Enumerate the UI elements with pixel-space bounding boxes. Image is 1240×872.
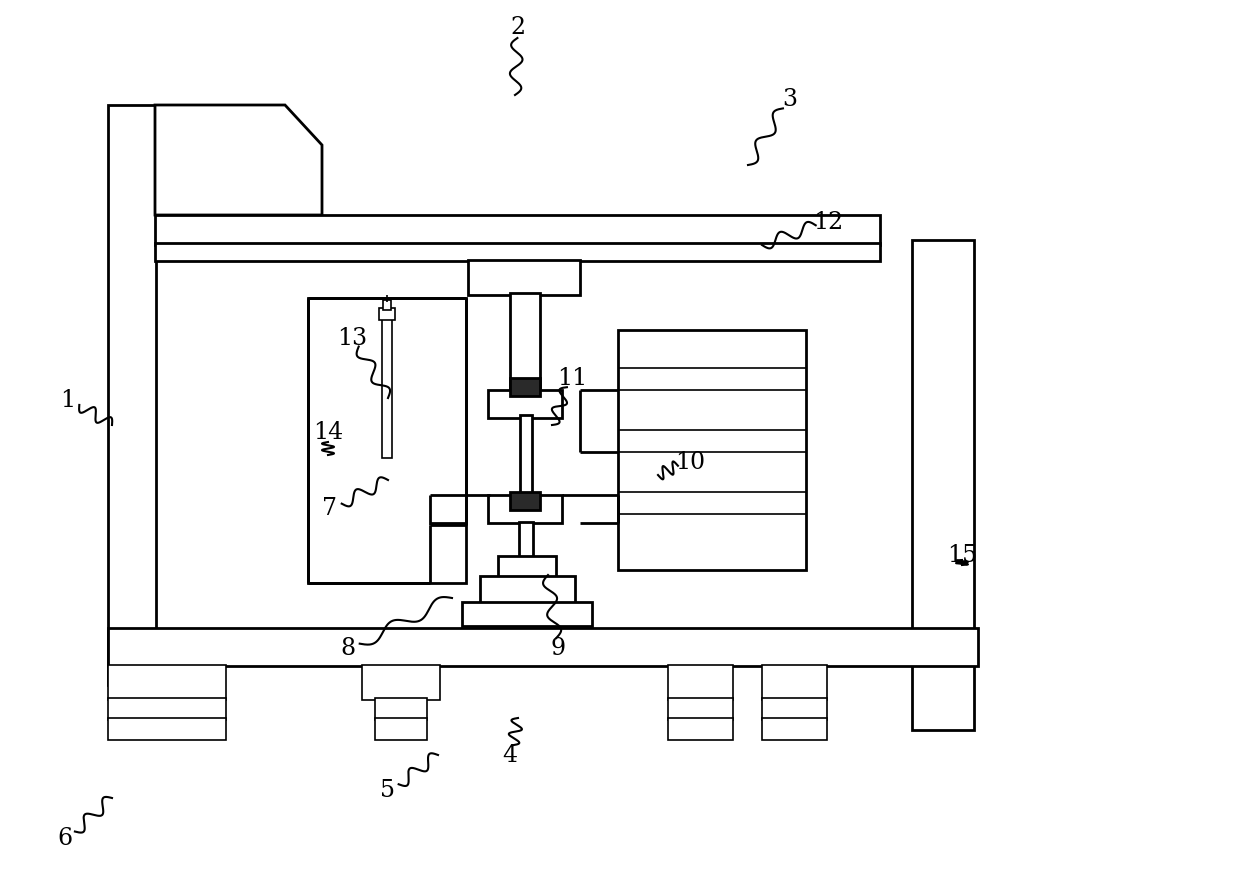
Bar (374, 718, 427, 740)
Text: 10: 10 (675, 451, 706, 473)
Bar (618, 330, 806, 570)
Bar (520, 415, 532, 497)
Text: 1: 1 (61, 389, 76, 412)
Bar (668, 718, 733, 740)
Text: 2: 2 (511, 17, 526, 39)
Bar (108, 628, 978, 666)
Bar (155, 243, 880, 261)
Text: 9: 9 (551, 637, 565, 659)
Bar (668, 698, 733, 720)
Bar (308, 298, 466, 583)
Bar (108, 698, 226, 720)
Text: 15: 15 (947, 543, 977, 567)
Bar (520, 522, 533, 557)
Bar (510, 378, 539, 396)
Bar (155, 215, 880, 245)
Text: 5: 5 (381, 779, 396, 801)
Text: 13: 13 (337, 326, 367, 350)
Bar (383, 300, 391, 310)
Text: 3: 3 (782, 88, 797, 112)
Bar (763, 698, 827, 720)
Text: 8: 8 (341, 637, 356, 659)
Text: 6: 6 (57, 827, 73, 849)
Bar (108, 665, 226, 700)
Bar (668, 665, 733, 700)
Polygon shape (155, 105, 322, 215)
Bar (108, 105, 156, 685)
Text: 11: 11 (557, 366, 587, 390)
Bar (510, 492, 539, 510)
Bar (463, 602, 591, 626)
Bar (382, 318, 392, 458)
Bar (763, 665, 827, 700)
Bar (498, 556, 556, 578)
Bar (467, 260, 580, 295)
Text: 7: 7 (322, 496, 337, 520)
Text: 4: 4 (502, 744, 517, 766)
Bar (362, 665, 440, 700)
Text: 14: 14 (312, 420, 343, 444)
Bar (911, 240, 973, 730)
Bar (480, 576, 575, 604)
Bar (108, 718, 226, 740)
Bar (510, 293, 539, 393)
Bar (489, 495, 562, 523)
Bar (489, 390, 562, 418)
Text: 12: 12 (813, 210, 843, 234)
Bar (763, 718, 827, 740)
Bar (379, 308, 396, 320)
Bar (374, 698, 427, 720)
